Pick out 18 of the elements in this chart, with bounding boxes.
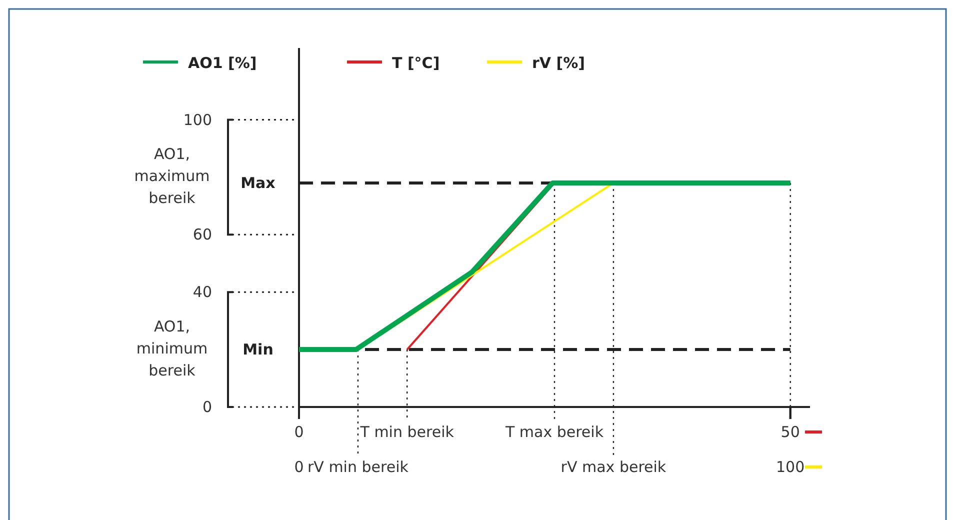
ref-line-label: Min xyxy=(242,340,274,359)
ref-line-label: rV max bereik xyxy=(560,458,666,476)
legend-label: T [°C] xyxy=(392,54,440,72)
x2-tick-label: 0 xyxy=(294,458,304,476)
ref-line-label: Max xyxy=(240,174,276,192)
ref-line-label: rV min bereik xyxy=(308,458,409,476)
legend-label: rV [%] xyxy=(532,54,585,72)
ref-line-label: T min bereik xyxy=(359,423,454,441)
y-tick-label: 60 xyxy=(192,226,212,244)
text: AO1, minimum bereik xyxy=(136,318,208,380)
ref-line-label: T max bereik xyxy=(504,423,604,441)
y-tick-label: 100 xyxy=(183,110,212,129)
text: AO1, maximum bereik xyxy=(134,145,210,208)
y-tick-label: 40 xyxy=(192,283,212,302)
x2-tick-label: 100 xyxy=(776,458,805,476)
x-tick-label: 50 xyxy=(780,423,800,441)
legend-label: AO1 [%] xyxy=(188,54,257,72)
y-tick-label: 0 xyxy=(202,398,212,416)
